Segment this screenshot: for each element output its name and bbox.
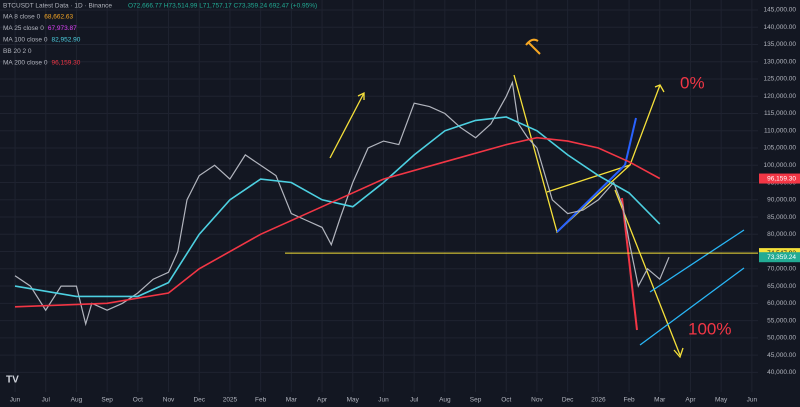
y-tick-label: 115,000.00 <box>764 110 796 117</box>
y-tick-label: 110,000.00 <box>764 127 796 134</box>
trend-line <box>624 117 637 166</box>
series-line <box>14 136 661 308</box>
x-tick-label: Sep <box>101 397 113 404</box>
legend-label: MA 100 close 0 <box>3 37 48 44</box>
y-tick-label: 90,000.00 <box>767 197 796 204</box>
legend-value: 96,159.30 <box>51 60 80 67</box>
channel-upper <box>649 229 745 293</box>
y-tick-label: 120,000.00 <box>763 93 796 100</box>
legend-value: 67,973.87 <box>48 25 77 32</box>
x-tick-label: Dec <box>193 397 205 404</box>
arrow-head <box>673 347 684 359</box>
trend-line <box>556 164 626 233</box>
y-tick-label: 70,000.00 <box>767 266 796 273</box>
y-tick-label: 50,000.00 <box>767 335 796 342</box>
arrow-head <box>357 91 365 100</box>
x-tick-label: Sep <box>470 397 482 404</box>
chart-title: BTCUSDT Latest Data · 1D · Binance <box>3 3 112 10</box>
x-tick-label: Nov <box>531 397 543 404</box>
y-tick-label: 105,000.00 <box>763 145 796 152</box>
x-tick-label: May <box>347 397 360 404</box>
axes: 40,000.00 45,000.00 50,000.00 55,000.00 60,0… <box>10 7 800 404</box>
x-tick-label: Aug <box>71 397 83 404</box>
price-label-box <box>759 173 800 184</box>
y-tick-label: 40,000.00 <box>767 369 796 376</box>
annotation: 100% <box>688 319 731 338</box>
price-label-box <box>759 252 800 263</box>
logo: TV <box>6 375 19 386</box>
x-tick-label: Oct <box>501 397 511 404</box>
legend-value: 68,662.63 <box>44 14 73 21</box>
pickaxe-icon <box>525 38 541 55</box>
legend-label: MA 200 close 0 <box>3 60 48 67</box>
price-label: 96,159.30 <box>767 175 796 182</box>
x-tick-label: Mar <box>654 397 666 404</box>
x-tick-label: Jun <box>747 397 758 404</box>
x-tick-label: May <box>715 397 728 404</box>
price-axis <box>758 0 800 407</box>
x-tick-label: Feb <box>255 397 267 404</box>
x-tick-label: Jun <box>10 397 21 404</box>
y-tick-label: 65,000.00 <box>767 283 796 290</box>
y-tick-label: 130,000.00 <box>763 58 796 65</box>
ohlc: O72,666.77 H73,514.99 L71,757.17 C73,359… <box>128 3 317 10</box>
y-tick-label: 100,000.00 <box>763 162 796 169</box>
x-tick-label: Dec <box>562 397 574 404</box>
y-tick-label: 45,000.00 <box>767 352 796 359</box>
price-label: 73,359.24 <box>767 254 796 261</box>
trend-arrow <box>329 92 365 159</box>
legend-label: MA 8 close 0 <box>3 14 41 21</box>
x-tick-label: Apr <box>685 397 696 404</box>
annotation: 0% <box>680 73 705 92</box>
x-tick-label: Feb <box>623 397 635 404</box>
arrow-head <box>654 84 665 93</box>
fib-path <box>513 74 661 234</box>
y-tick-label: 135,000.00 <box>763 41 796 48</box>
series <box>14 80 758 327</box>
y-tick-label: 80,000.00 <box>767 231 796 238</box>
drawings <box>329 38 745 359</box>
legend-label: MA 25 close 0 <box>3 25 44 32</box>
channel-line <box>546 164 631 193</box>
x-tick-label: 2025 <box>223 397 238 404</box>
x-tick-label: 2026 <box>591 397 606 404</box>
y-tick-label: 60,000.00 <box>767 300 796 307</box>
grid <box>0 0 758 392</box>
x-tick-label: Apr <box>317 397 328 404</box>
x-tick-label: Jul <box>410 397 419 404</box>
x-tick-label: Nov <box>163 397 175 404</box>
y-tick-label: 140,000.00 <box>763 24 796 31</box>
x-tick-label: Aug <box>439 397 451 404</box>
x-tick-label: Oct <box>133 397 143 404</box>
legend-label: BB 20 2 0 <box>3 48 32 55</box>
channel-lower <box>639 267 745 346</box>
drop-line <box>621 197 638 331</box>
legend-value: 82,952.90 <box>51 37 80 44</box>
series-line <box>14 116 661 298</box>
x-tick-label: Mar <box>286 397 298 404</box>
x-tick-label: Jul <box>42 397 51 404</box>
y-tick-label: 125,000.00 <box>763 76 796 83</box>
y-tick-label: 85,000.00 <box>767 214 796 221</box>
y-tick-label: 55,000.00 <box>767 317 796 324</box>
x-tick-label: Jun <box>378 397 389 404</box>
y-tick-label: 145,000.00 <box>763 7 796 14</box>
target-arrow <box>614 189 681 356</box>
